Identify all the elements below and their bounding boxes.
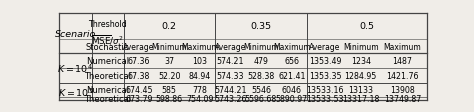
Text: 1284.95: 1284.95: [345, 71, 377, 80]
Text: Minimum: Minimum: [343, 42, 378, 51]
Text: 13533.16: 13533.16: [306, 86, 344, 95]
Text: 84.94: 84.94: [189, 71, 211, 80]
Text: Numerical: Numerical: [86, 86, 129, 95]
Text: Maximum: Maximum: [383, 42, 421, 51]
Text: 574.21: 574.21: [217, 57, 244, 66]
Text: 37: 37: [164, 57, 174, 66]
Text: Stochastic: Stochastic: [86, 42, 129, 51]
Text: Average: Average: [215, 42, 246, 51]
Text: Minimum: Minimum: [152, 42, 187, 51]
Text: Average: Average: [123, 42, 155, 51]
Text: 1353.49: 1353.49: [309, 57, 341, 66]
Text: $K = 10^5$: $K = 10^5$: [57, 85, 93, 98]
Text: 656: 656: [284, 57, 299, 66]
Text: Maximum: Maximum: [181, 42, 219, 51]
Text: 585: 585: [162, 86, 177, 95]
Text: Scenario: Scenario: [55, 29, 96, 38]
Text: 67.36: 67.36: [128, 57, 150, 66]
Text: 52.20: 52.20: [158, 71, 181, 80]
Text: 5596.68: 5596.68: [245, 95, 277, 103]
Text: 528.38: 528.38: [247, 71, 274, 80]
Text: Numerical: Numerical: [86, 57, 129, 66]
Text: Theoretical: Theoretical: [84, 95, 131, 103]
Text: Minimum: Minimum: [243, 42, 279, 51]
Text: 1234: 1234: [351, 57, 371, 66]
Text: 103: 103: [192, 57, 207, 66]
Text: 13317.18: 13317.18: [342, 95, 379, 103]
Text: 598.86: 598.86: [155, 95, 183, 103]
Text: 1487: 1487: [392, 57, 412, 66]
Text: 778: 778: [192, 86, 207, 95]
Text: 621.41: 621.41: [278, 71, 306, 80]
Text: 13908: 13908: [390, 86, 415, 95]
Text: $\overline{\mathrm{MSE}}/\sigma^2$: $\overline{\mathrm{MSE}}/\sigma^2$: [91, 33, 124, 46]
Text: 673.79: 673.79: [125, 95, 153, 103]
Text: 674.45: 674.45: [125, 86, 153, 95]
Text: 754.09: 754.09: [186, 95, 213, 103]
Text: 6046: 6046: [282, 86, 302, 95]
Text: 479: 479: [254, 57, 268, 66]
Text: 5546: 5546: [251, 86, 271, 95]
Text: 0.35: 0.35: [251, 22, 272, 31]
Text: $K = 10^4$: $K = 10^4$: [57, 62, 93, 75]
Text: 1353.35: 1353.35: [309, 71, 341, 80]
Text: 5890.97: 5890.97: [276, 95, 308, 103]
Text: 0.5: 0.5: [359, 22, 374, 31]
Text: Theoretical: Theoretical: [84, 71, 131, 80]
Text: 67.38: 67.38: [128, 71, 150, 80]
Text: 574.33: 574.33: [217, 71, 244, 80]
Text: 0.2: 0.2: [162, 22, 177, 31]
Text: Threshold: Threshold: [88, 19, 127, 28]
Text: 13133: 13133: [348, 86, 373, 95]
Text: 13749.87: 13749.87: [384, 95, 421, 103]
Text: 13533.53: 13533.53: [306, 95, 344, 103]
Text: 1421.76: 1421.76: [386, 71, 419, 80]
Text: Maximum: Maximum: [273, 42, 310, 51]
Text: 5744.21: 5744.21: [214, 86, 246, 95]
Text: 5743.26: 5743.26: [214, 95, 246, 103]
Text: Average: Average: [310, 42, 341, 51]
